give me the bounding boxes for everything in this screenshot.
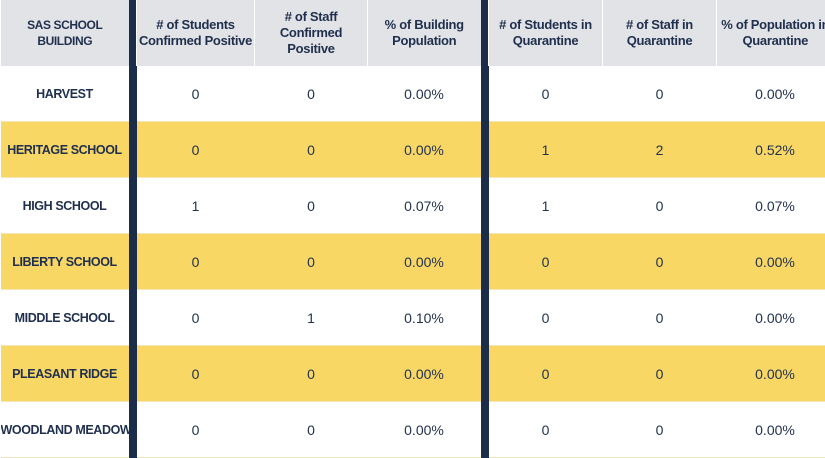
staff-positive-cell: 0 <box>255 178 368 234</box>
quarantine-pct-cell: 0.07% <box>717 178 825 234</box>
column-separator <box>481 346 489 402</box>
column-separator <box>129 178 137 234</box>
staff-quarantine-cell: 0 <box>603 234 717 290</box>
column-separator <box>481 122 489 178</box>
building-name: PLEASANT RIDGE <box>1 346 129 402</box>
building-pct-cell: 0.00% <box>368 122 481 178</box>
column-separator <box>129 346 137 402</box>
header-students-positive: # of Students Confirmed Positive <box>137 0 255 66</box>
table-row: LIBERTY SCHOOL 0 0 0.00% 0 0 0.00% <box>1 234 825 290</box>
header-staff-quarantine: # of Staff in Quarantine <box>603 0 717 66</box>
students-positive-cell: 0 <box>137 402 255 458</box>
header-staff-positive: # of Staff Confirmed Positive <box>255 0 368 66</box>
quarantine-pct-cell: 0.00% <box>717 66 825 122</box>
staff-quarantine-cell: 0 <box>603 290 717 346</box>
column-separator <box>481 0 489 66</box>
column-separator <box>481 66 489 122</box>
header-students-quarantine: # of Students in Quarantine <box>489 0 603 66</box>
building-name: LIBERTY SCHOOL <box>1 234 129 290</box>
header-building-population-pct: % of Building Population <box>368 0 481 66</box>
building-pct-cell: 0.00% <box>368 346 481 402</box>
staff-quarantine-cell: 0 <box>603 66 717 122</box>
table-row: WOODLAND MEADOWS 0 0 0.00% 0 0 0.00% <box>1 402 825 458</box>
staff-quarantine-cell: 2 <box>603 122 717 178</box>
table-row: HERITAGE SCHOOL 0 0 0.00% 1 2 0.52% <box>1 122 825 178</box>
column-separator <box>481 234 489 290</box>
header-building: SAS SCHOOL BUILDING <box>1 0 129 66</box>
column-separator <box>129 234 137 290</box>
building-name: MIDDLE SCHOOL <box>1 290 129 346</box>
building-name: HIGH SCHOOL <box>1 178 129 234</box>
staff-quarantine-cell: 0 <box>603 402 717 458</box>
quarantine-pct-cell: 0.52% <box>717 122 825 178</box>
students-positive-cell: 0 <box>137 66 255 122</box>
table-row: MIDDLE SCHOOL 0 1 0.10% 0 0 0.00% <box>1 290 825 346</box>
header-population-quarantine-pct: % of Population in Quarantine <box>717 0 825 66</box>
students-positive-cell: 0 <box>137 122 255 178</box>
staff-quarantine-cell: 0 <box>603 346 717 402</box>
students-quarantine-cell: 1 <box>489 178 603 234</box>
table-row: HIGH SCHOOL 1 0 0.07% 1 0 0.07% <box>1 178 825 234</box>
students-quarantine-cell: 0 <box>489 402 603 458</box>
staff-quarantine-cell: 0 <box>603 178 717 234</box>
column-separator <box>129 0 137 66</box>
building-pct-cell: 0.00% <box>368 66 481 122</box>
column-separator <box>481 402 489 458</box>
table-row: PLEASANT RIDGE 0 0 0.00% 0 0 0.00% <box>1 346 825 402</box>
column-separator <box>129 122 137 178</box>
building-pct-cell: 0.00% <box>368 234 481 290</box>
quarantine-pct-cell: 0.00% <box>717 346 825 402</box>
students-quarantine-cell: 1 <box>489 122 603 178</box>
staff-positive-cell: 0 <box>255 346 368 402</box>
students-quarantine-cell: 0 <box>489 234 603 290</box>
students-quarantine-cell: 0 <box>489 346 603 402</box>
building-name: HARVEST <box>1 66 129 122</box>
students-positive-cell: 0 <box>137 234 255 290</box>
staff-positive-cell: 0 <box>255 66 368 122</box>
students-quarantine-cell: 0 <box>489 290 603 346</box>
column-separator <box>481 178 489 234</box>
table-row: HARVEST 0 0 0.00% 0 0 0.00% <box>1 66 825 122</box>
students-positive-cell: 1 <box>137 178 255 234</box>
students-quarantine-cell: 0 <box>489 66 603 122</box>
students-positive-cell: 0 <box>137 346 255 402</box>
building-name: HERITAGE SCHOOL <box>1 122 129 178</box>
column-separator <box>129 66 137 122</box>
column-separator <box>481 290 489 346</box>
staff-positive-cell: 0 <box>255 402 368 458</box>
staff-positive-cell: 0 <box>255 122 368 178</box>
building-pct-cell: 0.00% <box>368 402 481 458</box>
building-pct-cell: 0.07% <box>368 178 481 234</box>
column-separator <box>129 402 137 458</box>
quarantine-pct-cell: 0.00% <box>717 402 825 458</box>
quarantine-pct-cell: 0.00% <box>717 290 825 346</box>
building-pct-cell: 0.10% <box>368 290 481 346</box>
header-row: SAS SCHOOL BUILDING # of Students Confir… <box>1 0 825 66</box>
staff-positive-cell: 1 <box>255 290 368 346</box>
column-separator <box>129 290 137 346</box>
quarantine-pct-cell: 0.00% <box>717 234 825 290</box>
students-positive-cell: 0 <box>137 290 255 346</box>
staff-positive-cell: 0 <box>255 234 368 290</box>
building-name: WOODLAND MEADOWS <box>1 402 129 458</box>
